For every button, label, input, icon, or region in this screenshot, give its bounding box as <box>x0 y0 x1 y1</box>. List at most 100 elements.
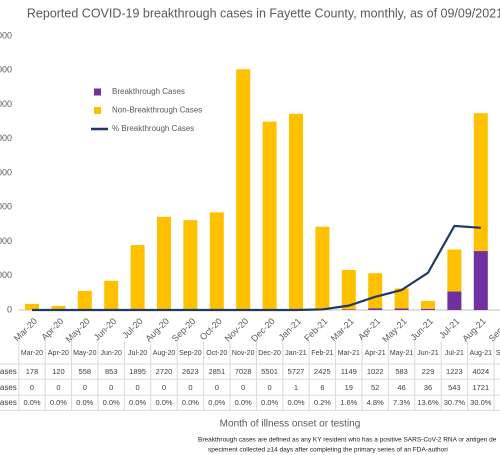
table-header: Jul-21 <box>445 350 464 357</box>
y-tick-label: 5,000 <box>0 133 12 143</box>
y-tick-label: 6,000 <box>0 99 12 109</box>
table-header: Feb-21 <box>311 350 333 357</box>
table-cell: 13.6% <box>417 398 439 407</box>
table-cell: 1.6% <box>340 398 357 407</box>
x-tick-label: May-21 <box>380 316 408 344</box>
table-cell: 120 <box>52 367 65 376</box>
table-cell: 46 <box>397 383 405 392</box>
bar <box>473 251 488 310</box>
bar <box>104 280 119 310</box>
legend-swatch <box>94 107 101 114</box>
bar <box>209 212 224 310</box>
bar <box>183 220 198 310</box>
x-tick-label: Sep-20 <box>170 316 198 344</box>
table-cell: 0 <box>109 383 113 392</box>
table-header: Jun-21 <box>417 350 439 357</box>
table-cell: 2720 <box>156 367 173 376</box>
legend-label: Breakthrough Cases <box>112 87 185 96</box>
table-cell: 0.0% <box>261 398 278 407</box>
table-cell: 0.2% <box>314 398 331 407</box>
bar <box>447 291 462 310</box>
table-cell: 0.0% <box>103 398 120 407</box>
x-tick-label: Mar-21 <box>329 316 356 343</box>
x-tick-label: Jan-21 <box>277 316 304 343</box>
table-cell: 2623 <box>182 367 199 376</box>
table-cell: 0 <box>188 383 192 392</box>
line <box>32 224 481 312</box>
table-cell: 0.0% <box>129 398 146 407</box>
table-cell: 1149 <box>341 367 357 376</box>
table-cell: 583 <box>395 367 408 376</box>
y-tick-label: 0 <box>7 304 12 314</box>
table-cell: 0.0% <box>155 398 172 407</box>
y-tick-label: 3,000 <box>0 202 12 212</box>
chart-title: Reported COVID-19 breakthrough cases in … <box>27 6 500 20</box>
table-header: Mar-21 <box>338 350 360 357</box>
table-cell: 0 <box>268 383 272 392</box>
table-cell: 4.8% <box>367 398 384 407</box>
table-cell: 30.0% <box>470 398 492 407</box>
table-cell: 19 <box>345 383 353 392</box>
table-header: Mar-20 <box>21 350 43 357</box>
footnote: speciment collected ≥14 days after compl… <box>208 447 448 454</box>
table-cell: 0 <box>30 383 34 392</box>
table-header: Jul-20 <box>128 350 147 357</box>
table-cell: 30.7% <box>444 398 466 407</box>
table-header: Apr-20 <box>48 350 69 357</box>
table-cell: 0 <box>56 383 60 392</box>
table-cell: 0 <box>215 383 219 392</box>
bar <box>341 269 356 310</box>
x-axis-title: Month of illness onset or testing <box>220 419 361 430</box>
table-cell: 0.0% <box>76 398 93 407</box>
bar <box>236 69 251 310</box>
table-cell: 543 <box>448 383 461 392</box>
table-cell: 5727 <box>288 367 305 376</box>
table-row-label: Non-Breakthrough Cases <box>0 367 17 376</box>
table-cell: 0.0% <box>287 398 304 407</box>
table-header: Aug-20 <box>153 350 176 357</box>
bar <box>157 216 171 310</box>
table-cell: 1022 <box>367 367 384 376</box>
bar <box>421 300 435 309</box>
table-cell: 1 <box>294 383 298 392</box>
bar <box>394 308 409 310</box>
bar <box>77 290 92 310</box>
table-cell: 2425 <box>314 367 331 376</box>
table-cell: 7.3% <box>393 398 410 407</box>
table-header: May-21 <box>390 350 413 357</box>
x-tick-label: May-20 <box>64 316 92 344</box>
x-tick-label: Dec-20 <box>249 316 277 344</box>
table-cell: 1895 <box>129 367 146 376</box>
table-header: Nov-20 <box>232 350 255 357</box>
table-cell: 0 <box>136 383 140 392</box>
bar <box>394 288 409 309</box>
table-cell: 2851 <box>208 367 225 376</box>
table-cell: 558 <box>79 367 92 376</box>
table-header: Jun-20 <box>100 350 122 357</box>
bar <box>473 113 488 252</box>
bar <box>25 303 39 310</box>
table-cell: 52 <box>371 383 379 392</box>
bar <box>262 121 277 310</box>
x-tick-label: Nov-20 <box>223 316 251 344</box>
table-header: Aug-21 <box>470 350 493 357</box>
bar <box>315 226 330 310</box>
x-tick-label: Oct-20 <box>198 316 224 342</box>
y-tick-label: 1,000 <box>0 270 12 280</box>
y-tick-label: 7,000 <box>0 65 12 75</box>
x-tick-label: Apr-21 <box>356 316 382 342</box>
table-cell: 0 <box>162 383 166 392</box>
table-header: Jan-21 <box>285 350 307 357</box>
x-tick-label: Jul-20 <box>120 316 144 340</box>
table-header: Sep-20 <box>179 350 202 357</box>
table-header: May-20 <box>73 350 96 357</box>
table-cell: 4024 <box>472 367 489 376</box>
table-cell: 0.0% <box>23 398 40 407</box>
table-cell: 0 <box>241 383 245 392</box>
bar <box>341 309 356 310</box>
table-cell: 0.0% <box>182 398 199 407</box>
x-tick-label: Feb-21 <box>302 316 329 343</box>
table-row-label: % Breakthrough Cases <box>0 398 17 407</box>
table-row-label: Breakthrough Cases <box>0 383 17 392</box>
